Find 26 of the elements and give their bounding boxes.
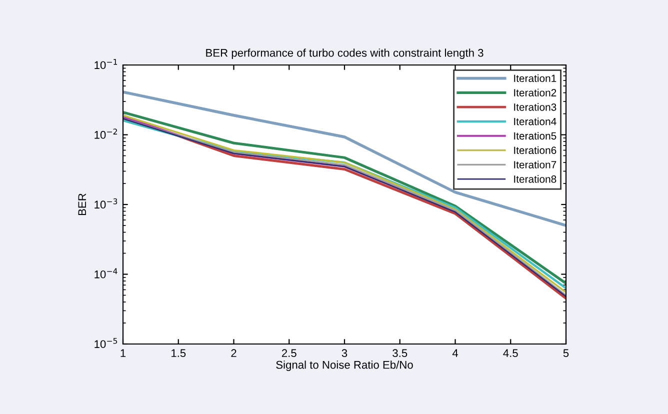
line-series [123, 90, 566, 227]
y-tick-label: 10$^{−1}$ [94, 59, 118, 70]
x-tick-label: 1.5 [172, 349, 186, 358]
y-tick-label: 10$^{−4}$ [94, 268, 118, 278]
legend-label: Iteration5 [514, 132, 556, 140]
x-tick-label: 3 [342, 349, 348, 358]
legend-label: Iteration1 [514, 74, 556, 82]
legend-label: Iteration4 [514, 118, 556, 126]
x-tick-label: 4 [452, 349, 458, 357]
legend-label: Iteration2 [514, 88, 556, 96]
legend-label: Iteration6 [514, 146, 556, 154]
legend-label: Iteration3 [514, 103, 556, 111]
x-tick-label: 4.5 [503, 349, 518, 358]
y-tick-label: 10$^{−3}$ [94, 198, 118, 209]
x-tick-label: 2 [231, 349, 236, 357]
x-tick-label: 2.5 [282, 349, 296, 358]
y-tick-label: 10$^{−2}$ [94, 128, 117, 139]
chart-title: BER performance of turbo codes with constraint length 3 [206, 48, 484, 59]
x-tick-label: 3.5 [392, 349, 408, 358]
x-tick-label: 1 [120, 349, 126, 357]
x-tick-label: 5 [563, 349, 569, 358]
legend-label: Iteration8 [514, 175, 556, 183]
x-axis-title: Signal to Noise Ratio Eb/No [276, 360, 413, 371]
y-axis-title: BER [78, 194, 86, 216]
y-tick-label: 10$^{−5}$ [94, 338, 118, 348]
legend-label: Iteration7 [514, 160, 556, 168]
